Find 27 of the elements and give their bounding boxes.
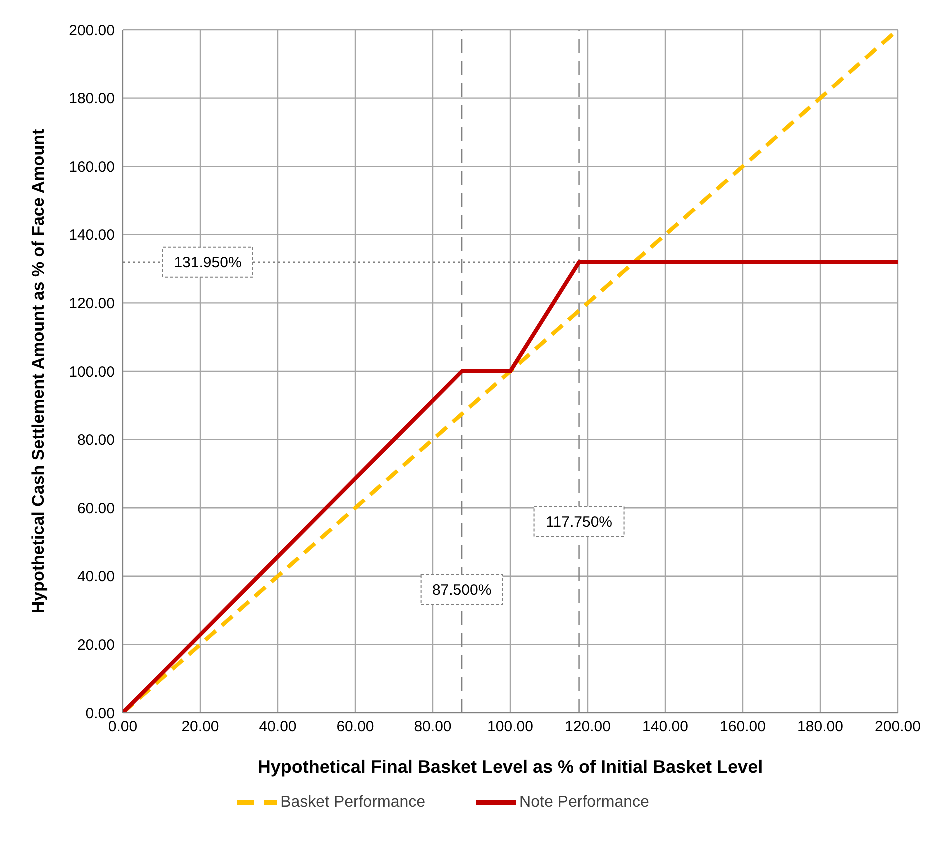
y-tick-label: 40.00 (77, 568, 115, 586)
ref-line-label: 131.950% (174, 254, 242, 272)
y-tick-label: 20.00 (77, 637, 115, 654)
y-tick-label: 140.00 (69, 227, 115, 244)
x-tick-label: 120.00 (565, 718, 611, 736)
x-tick-label: 40.00 (259, 718, 297, 736)
legend-label: Basket Performance (280, 794, 426, 812)
x-tick-label: 80.00 (414, 718, 452, 736)
x-tick-label: 20.00 (182, 718, 220, 736)
x-tick-label: 60.00 (336, 718, 374, 736)
x-tick-label: 200.00 (875, 718, 921, 736)
y-tick-label: 80.00 (77, 432, 115, 450)
y-axis-title: Hypothetical Cash Settlement Amount as % of Face Amount (29, 129, 48, 614)
ref-line-label: 87.500% (432, 582, 492, 600)
y-tick-label: 160.00 (69, 158, 115, 176)
legend-label: Note Performance (520, 794, 650, 812)
y-tick-label: 100.00 (69, 364, 115, 381)
y-tick-label: 180.00 (69, 90, 115, 108)
y-tick-label: 60.00 (77, 500, 115, 518)
x-tick-label: 180.00 (798, 718, 844, 736)
x-tick-label: 140.00 (642, 718, 688, 736)
y-tick-label: 200.00 (69, 22, 115, 40)
x-axis-title: Hypothetical Final Basket Level as % of Initial Basket Level (258, 757, 764, 777)
x-tick-label: 160.00 (720, 718, 766, 736)
x-tick-label: 100.00 (488, 718, 534, 736)
ref-line-label: 117.750% (546, 514, 613, 531)
y-tick-label: 120.00 (69, 296, 115, 313)
